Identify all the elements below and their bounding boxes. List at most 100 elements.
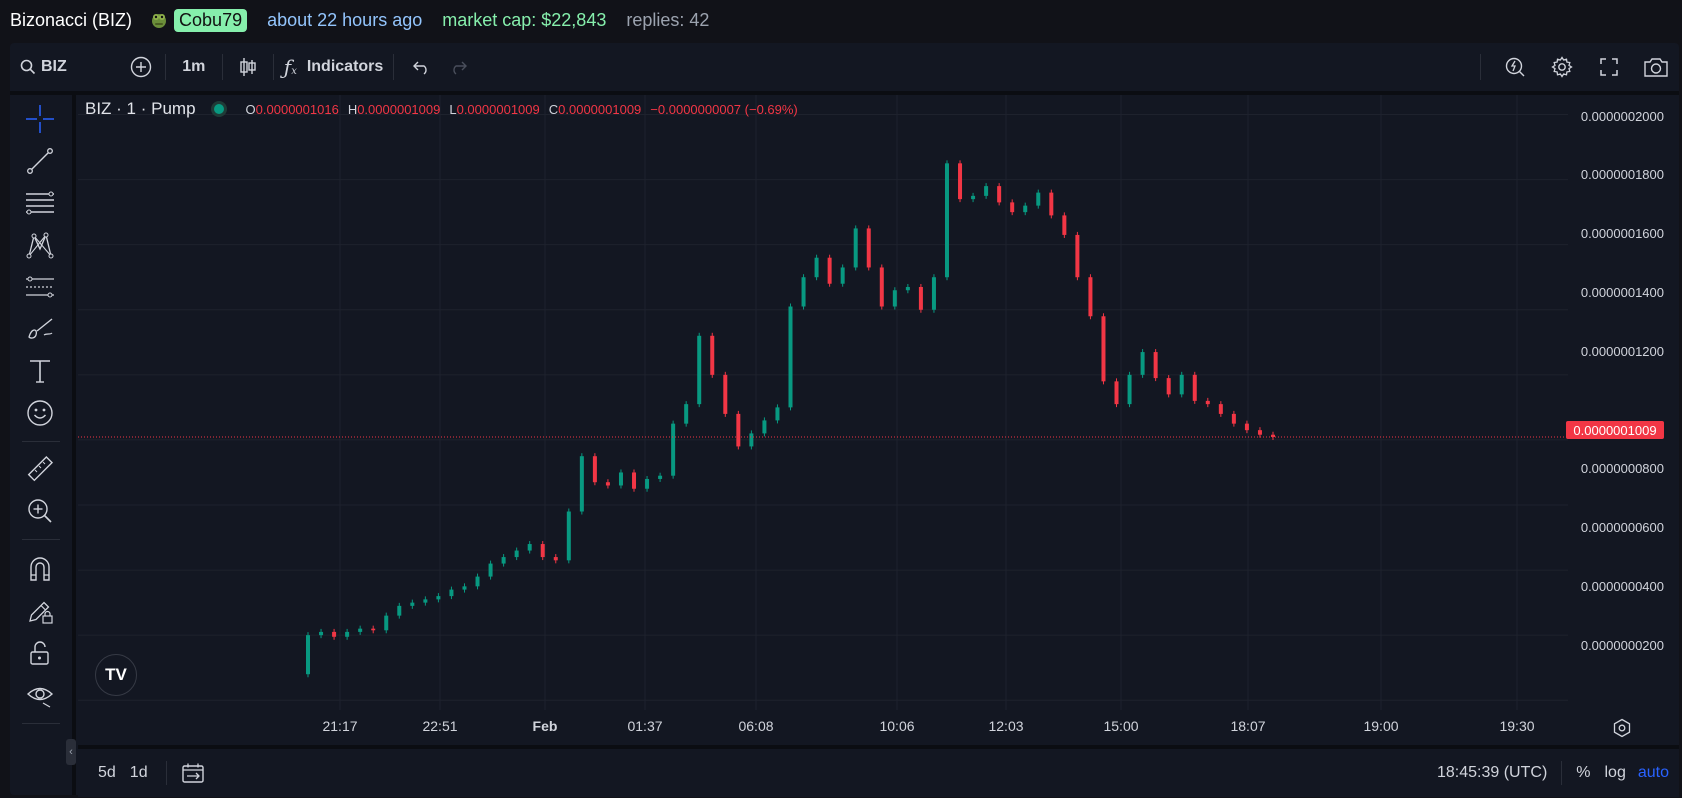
candle-down	[1049, 192, 1054, 216]
username-badge[interactable]: Cobu79	[174, 8, 248, 32]
eye-icon	[26, 681, 54, 709]
screenshot-button[interactable]	[1632, 43, 1679, 91]
candle-down	[1114, 381, 1119, 405]
interval-label: 1m	[182, 58, 206, 75]
trend-line-icon	[26, 147, 54, 175]
indicators-button[interactable]: ƒx Indicators	[284, 43, 384, 91]
crosshair-tool[interactable]	[24, 103, 56, 135]
search-icon	[20, 59, 36, 75]
redo-button[interactable]	[440, 43, 476, 91]
symbol-label: BIZ	[41, 58, 67, 75]
candle-up	[449, 589, 454, 597]
goto-date-button[interactable]	[181, 762, 207, 784]
brush-tool[interactable]	[24, 313, 56, 345]
pencil-lock-icon	[26, 597, 54, 625]
candle-up	[527, 544, 532, 551]
calendar-arrow-icon	[181, 762, 207, 784]
range-1d-button[interactable]: 1d	[129, 764, 148, 781]
price-axis-label: 0.0000001400	[1580, 285, 1664, 300]
candle-down	[1010, 202, 1015, 213]
pattern-icon	[26, 231, 54, 259]
hide-drawings-tool[interactable]	[24, 679, 56, 711]
forecast-tool[interactable]	[24, 271, 56, 303]
candle-down	[592, 456, 597, 483]
crosshair-icon	[26, 105, 54, 133]
indicators-label: Indicators	[306, 58, 384, 75]
price-axis[interactable]: 0.0000002000 0.0000001800 0.0000001600 0…	[1568, 95, 1678, 710]
candle-down	[1088, 277, 1093, 317]
time-axis-label: 12:03	[988, 718, 1024, 734]
token-info-bar: Bizonacci (BIZ) Cobu79 about 22 hours ag…	[0, 0, 1682, 40]
chart-toolbar: BIZ 1m ƒx Indicators	[10, 43, 1679, 95]
symbol-search-button[interactable]: BIZ	[20, 43, 67, 91]
candle-up	[384, 615, 389, 631]
tradingview-logo[interactable]: TV	[95, 654, 137, 696]
function-fx-icon: ƒx	[283, 55, 297, 79]
candle-down	[879, 267, 884, 307]
trend-line-tool[interactable]	[24, 145, 56, 177]
legend-close-value: 0.0000001009	[558, 101, 642, 117]
text-t-icon	[27, 357, 53, 385]
text-tool[interactable]	[24, 355, 56, 387]
axis-settings-button[interactable]	[1612, 718, 1632, 738]
utc-clock[interactable]: 18:45:39 (UTC)	[1437, 764, 1548, 781]
candle-up	[462, 586, 467, 590]
candle-down	[1271, 434, 1275, 437]
toolbar-right-group	[1470, 43, 1679, 91]
undo-button[interactable]	[404, 43, 440, 91]
candle-up	[345, 631, 350, 637]
price-axis-label: 0.0000000800	[1580, 461, 1664, 476]
toolbar-divider	[22, 441, 60, 442]
zoom-in-icon	[26, 497, 54, 525]
price-axis-label: 0.0000000400	[1580, 579, 1664, 594]
fullscreen-button[interactable]	[1585, 43, 1632, 91]
emoji-tool[interactable]	[24, 397, 56, 429]
candle-down	[1153, 352, 1158, 379]
percent-scale-button[interactable]: %	[1576, 764, 1591, 781]
price-chart[interactable]	[78, 95, 1568, 710]
candle-down	[710, 335, 715, 375]
pattern-tool[interactable]	[24, 229, 56, 261]
lock-drawing-tool[interactable]	[24, 595, 56, 627]
range-5d-button[interactable]: 5d	[98, 764, 116, 781]
interval-button[interactable]: 1m	[176, 43, 212, 91]
candle-down	[736, 413, 741, 447]
quick-search-button[interactable]	[1491, 43, 1538, 91]
tv-logo-text: TV	[105, 665, 127, 684]
posted-time: about 22 hours ago	[267, 9, 423, 30]
chart-type-button[interactable]	[233, 43, 263, 91]
price-axis-label: 0.0000000200	[1580, 638, 1664, 653]
candle-down	[553, 557, 558, 561]
lock-all-tool[interactable]	[24, 637, 56, 669]
candle-up	[475, 576, 480, 587]
fullscreen-icon	[1599, 57, 1619, 77]
zoom-tool[interactable]	[24, 495, 56, 527]
lightning-search-icon	[1504, 56, 1526, 78]
ruler-icon	[26, 455, 54, 483]
measure-tool[interactable]	[24, 453, 56, 485]
market-status-dot	[213, 104, 224, 114]
bottom-toolbar: 5d 1d 18:45:39 (UTC) % log auto	[78, 745, 1679, 797]
time-axis[interactable]: 21:17 22:51 Feb 01:37 06:08 10:06 12:03 …	[78, 718, 1568, 740]
candle-down	[866, 228, 871, 268]
chart-widget: BIZ 1m ƒx Indicators	[10, 43, 1679, 795]
candle-down	[1192, 374, 1197, 401]
plus-circle-icon	[130, 56, 152, 78]
candle-down	[1062, 215, 1067, 235]
time-axis-label: 06:08	[738, 718, 774, 734]
compare-symbol-button[interactable]	[127, 43, 155, 91]
collapse-toolbar-button[interactable]: ‹	[66, 739, 76, 765]
magnet-tool[interactable]	[24, 553, 56, 585]
candle-up	[319, 631, 324, 636]
candle-down	[540, 544, 545, 558]
log-scale-button[interactable]: log	[1604, 764, 1626, 781]
fib-tool[interactable]	[24, 187, 56, 219]
legend-change: −0.0000000007 (−0.69%)	[650, 101, 798, 117]
magnet-icon	[26, 555, 54, 583]
settings-button[interactable]	[1538, 43, 1585, 91]
toolbar-divider	[1561, 761, 1563, 785]
candle-up	[944, 163, 949, 278]
candle-up	[853, 228, 858, 268]
price-axis-label: 0.0000001600	[1580, 226, 1664, 241]
auto-scale-button[interactable]: auto	[1637, 764, 1669, 781]
